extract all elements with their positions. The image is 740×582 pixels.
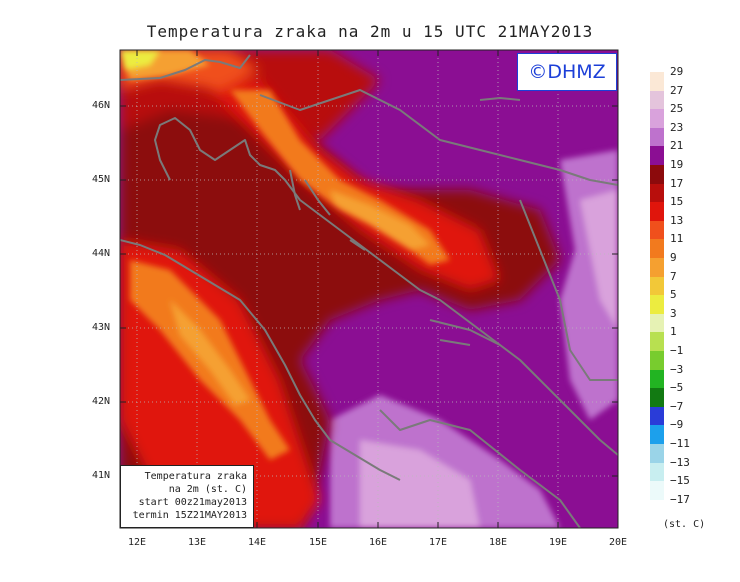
info-line-unit: na 2m (st. C) [168,484,247,495]
legend-label: −17 [670,492,690,506]
lon-label-12e: 12E [127,537,147,548]
legend-label: 23 [670,120,684,134]
legend-swatch [650,295,664,314]
hot-core [120,50,450,460]
legend-label: 9 [670,251,677,264]
warm-zone-southeast [330,150,618,528]
legend-label: 25 [670,102,684,116]
legend-label: 13 [670,213,684,227]
info-box: Temperatura zraka na 2m (st. C) start 00… [120,465,254,528]
lat-label-42n: 42N [92,396,111,407]
lon-label-14e: 14E [247,537,267,548]
temperature-field [120,50,618,528]
legend-swatch [650,425,664,444]
lon-label-15e: 15E [308,537,328,548]
legend-swatch [650,183,664,203]
legend-swatch [650,258,664,277]
legend-swatch [650,165,664,184]
legend-swatch [650,388,664,407]
legend-label: 19 [670,158,684,171]
legend-label: −15 [670,474,690,488]
legend-label: −5 [670,381,684,395]
legend-label: −11 [670,437,690,450]
dhmz-logo: ©DHMZ [517,53,617,91]
legend-label: 17 [670,176,684,190]
lat-label-46n: 46N [92,100,111,111]
legend-swatch [650,90,664,110]
lat-label-44n: 44N [92,248,111,259]
legend-swatch [650,481,664,500]
lon-label-18e: 18E [488,537,508,548]
legend-swatch [650,351,664,370]
legend-label: 21 [670,139,684,153]
legend-label: −13 [670,455,690,469]
legend-swatch [650,276,664,296]
map-frame [119,49,619,529]
legend-swatch [650,332,664,351]
legend-swatch [650,72,664,91]
legend-label: 27 [670,83,684,97]
legend-swatch [650,462,664,482]
lat-label-41n: 41N [92,470,111,481]
info-line-termin: termin 15Z21MAY2013 [132,510,247,521]
map-title: Temperatura zraka na 2m u 15 UTC 21MAY20… [146,22,594,41]
legend-swatch [650,369,664,389]
legend-label: 11 [670,232,684,246]
legend-unit: (st. C) [663,519,706,530]
legend-swatch [650,146,664,165]
legend-label: 7 [670,269,677,283]
legend-label: 15 [670,195,684,209]
legend-swatch [650,406,664,426]
legend-label: −3 [670,362,684,376]
lon-label-20e: 20E [608,537,628,548]
legend-label: 1 [670,325,677,339]
lat-lon-grid [120,50,618,528]
legend-swatch [650,220,664,240]
lon-label-19e: 19E [548,537,568,548]
legend-swatch [650,127,664,147]
legend-swatch [650,109,664,128]
info-line-start: start 00z21may2013 [138,497,247,508]
coastlines [120,54,618,528]
lat-label-45n: 45N [92,174,111,185]
legend-label: −7 [670,399,684,413]
lon-label-13e: 13E [187,537,207,548]
legend-swatch [650,239,664,258]
legend-label: −9 [670,418,684,432]
lon-label-16e: 16E [368,537,388,548]
legend-label: −1 [670,344,684,357]
legend-label: 3 [670,306,677,320]
legend-swatch [650,313,664,333]
lat-label-43n: 43N [92,322,111,333]
legend-swatch [650,202,664,221]
legend-label: 29 [670,65,684,78]
lon-label-17e: 17E [428,537,448,548]
info-line-variable: Temperatura zraka [144,471,247,482]
legend-label: 5 [670,288,677,302]
legend-swatch [650,444,664,463]
